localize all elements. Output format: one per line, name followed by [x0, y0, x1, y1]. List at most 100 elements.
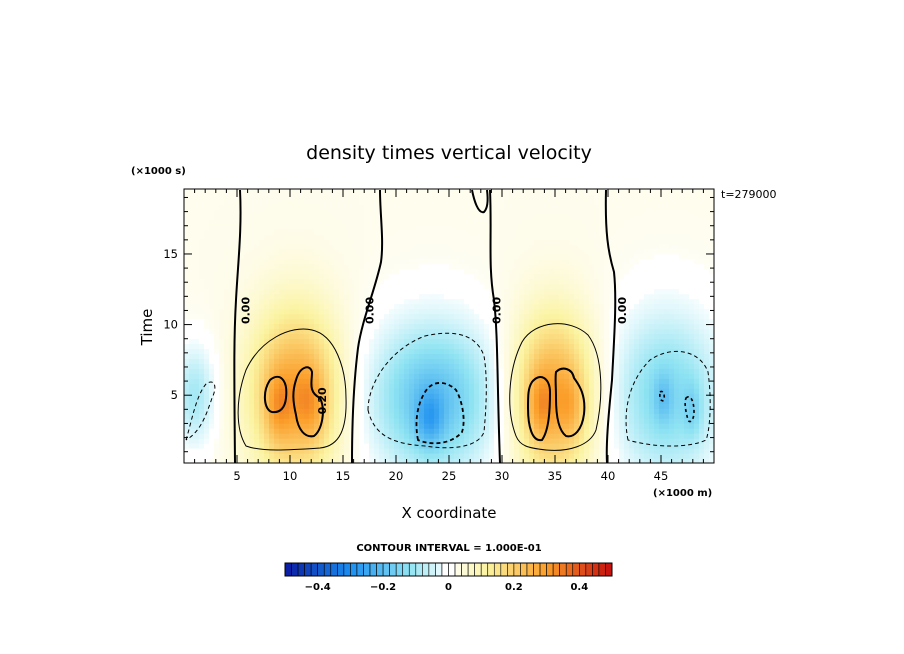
heatmap-cell	[589, 378, 595, 384]
heatmap-cell	[309, 218, 315, 225]
heatmap-cell	[394, 328, 400, 335]
heatmap-cell	[294, 253, 300, 260]
heatmap-cell	[334, 228, 340, 235]
heatmap-cell	[269, 218, 275, 225]
heatmap-cell	[269, 343, 275, 350]
heatmap-cell	[469, 213, 475, 220]
heatmap-cell	[329, 248, 335, 255]
heatmap-cell	[539, 448, 545, 454]
heatmap-cell	[509, 243, 515, 250]
heatmap-cell	[299, 453, 305, 459]
heatmap-cell	[414, 443, 420, 449]
heatmap-cell	[204, 218, 210, 225]
heatmap-cell	[294, 453, 300, 459]
heatmap-cell	[219, 223, 225, 230]
heatmap-cell	[304, 283, 310, 290]
heatmap-cell	[204, 318, 210, 325]
heatmap-cell	[634, 343, 640, 350]
heatmap-cell	[619, 363, 625, 369]
heatmap-cell	[514, 228, 520, 235]
heatmap-cell	[559, 248, 565, 255]
heatmap-cell	[384, 393, 390, 399]
heatmap-cell	[289, 413, 295, 419]
heatmap-cell	[254, 228, 260, 235]
heatmap-cell	[609, 208, 615, 215]
heatmap-cell	[444, 373, 450, 379]
heatmap-cell	[584, 443, 590, 449]
heatmap-cell	[564, 333, 570, 340]
heatmap-cell	[229, 203, 235, 210]
heatmap-cell	[389, 263, 395, 270]
heatmap-cell	[289, 448, 295, 454]
heatmap-cell	[249, 323, 255, 330]
heatmap-cell	[254, 363, 260, 369]
heatmap-cell	[594, 203, 600, 210]
heatmap-cell	[489, 453, 495, 459]
heatmap-cell	[554, 273, 560, 280]
heatmap-cell	[369, 388, 375, 394]
heatmap-cell	[219, 333, 225, 340]
heatmap-cell	[199, 258, 205, 265]
heatmap-cell	[564, 353, 570, 359]
heatmap-cell	[589, 313, 595, 320]
heatmap-cell	[634, 373, 640, 379]
heatmap-cell	[489, 303, 495, 310]
heatmap-cell	[244, 368, 250, 374]
heatmap-cell	[279, 293, 285, 300]
heatmap-cell	[549, 403, 555, 409]
heatmap-cell	[364, 428, 370, 434]
heatmap-cell	[219, 398, 225, 404]
heatmap-cell	[509, 268, 515, 275]
heatmap-cell	[354, 453, 360, 459]
heatmap-cell	[254, 338, 260, 345]
heatmap-cell	[339, 443, 345, 449]
heatmap-cell	[249, 268, 255, 275]
heatmap-cell	[379, 428, 385, 434]
heatmap-cell	[604, 303, 610, 310]
heatmap-cell	[359, 333, 365, 340]
heatmap-cell	[604, 398, 610, 404]
heatmap-cell	[529, 418, 535, 424]
heatmap-cell	[334, 363, 340, 369]
heatmap-cell	[269, 358, 275, 364]
heatmap-cell	[534, 343, 540, 350]
heatmap-cell	[499, 428, 505, 434]
heatmap-cell	[309, 328, 315, 335]
heatmap-cell	[429, 338, 435, 345]
heatmap-cell	[299, 308, 305, 315]
heatmap-cell	[604, 358, 610, 364]
heatmap-cell	[244, 278, 250, 285]
heatmap-cell	[434, 323, 440, 330]
heatmap-cell	[524, 228, 530, 235]
heatmap-cell	[224, 203, 230, 210]
heatmap-cell	[519, 193, 525, 200]
heatmap-cell	[384, 348, 390, 354]
heatmap-cell	[594, 393, 600, 399]
heatmap-cell	[614, 443, 620, 449]
heatmap-cell	[399, 403, 405, 409]
heatmap-cell	[319, 223, 325, 230]
heatmap-cell	[554, 328, 560, 335]
heatmap-cell	[369, 298, 375, 305]
heatmap-cell	[539, 393, 545, 399]
heatmap-cell	[609, 218, 615, 225]
heatmap-cell	[459, 353, 465, 359]
heatmap-cell	[574, 358, 580, 364]
heatmap-cell	[249, 378, 255, 384]
heatmap-cell	[284, 398, 290, 404]
heatmap-cell	[624, 423, 630, 429]
heatmap-cell	[544, 213, 550, 220]
heatmap-cell	[239, 283, 245, 290]
heatmap-cell	[519, 258, 525, 265]
heatmap-cell	[344, 433, 350, 439]
heatmap-cell	[299, 413, 305, 419]
heatmap-cell	[359, 228, 365, 235]
heatmap-cell	[344, 313, 350, 320]
heatmap-cell	[334, 189, 340, 195]
heatmap-cell	[584, 413, 590, 419]
heatmap-cell	[419, 398, 425, 404]
heatmap-cell	[259, 348, 265, 354]
heatmap-cell	[354, 438, 360, 444]
heatmap-cell	[624, 238, 630, 245]
heatmap-cell	[299, 213, 305, 220]
